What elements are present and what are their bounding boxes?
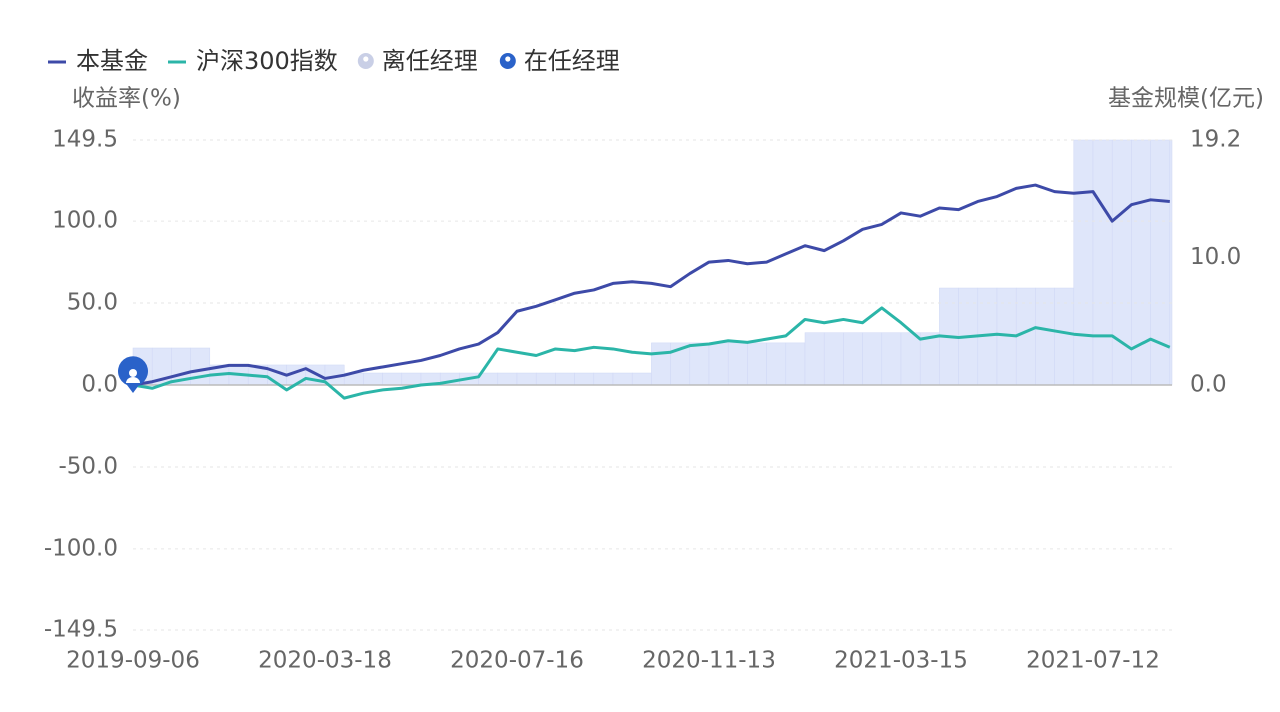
size-bar: [574, 372, 595, 386]
size-bar: [1073, 139, 1094, 386]
size-bar: [612, 372, 633, 386]
manager-pin: [118, 356, 148, 393]
y-tick-label: 149.5: [52, 127, 118, 153]
y-tick-label: -50.0: [58, 453, 118, 479]
size-bar: [535, 372, 556, 386]
size-bar: [593, 372, 614, 386]
x-tick-label: 2019-09-06: [66, 648, 200, 674]
size-bar: [727, 342, 748, 386]
size-bar: [843, 332, 863, 386]
pin-body: [126, 377, 140, 383]
size-bar: [555, 372, 575, 386]
y-tick-label: -149.5: [44, 617, 118, 643]
size-bar: [804, 332, 825, 386]
x-tick-label: 2020-11-13: [642, 648, 776, 674]
y-tick-label: 100.0: [52, 208, 118, 234]
legend-marker-head: [505, 56, 511, 62]
size-bar: [1169, 139, 1173, 386]
y-tick-label: 50.0: [67, 290, 118, 316]
y2-tick-label: 0.0: [1190, 372, 1227, 398]
legend-marker-head: [363, 56, 369, 62]
y-tick-label: 0.0: [81, 372, 118, 398]
size-bar: [689, 342, 710, 386]
line: [132, 183, 1170, 387]
size-bar: [516, 372, 537, 386]
x-tick-label: 2020-03-18: [258, 648, 392, 674]
y-tick-label: -100.0: [44, 535, 118, 561]
size-bar: [747, 342, 767, 386]
size-bar: [631, 372, 652, 386]
size-bar: [862, 332, 883, 386]
y-axis-label: 收益率(%): [72, 86, 181, 112]
y2-tick-label: 10.0: [1190, 244, 1241, 270]
size-bar: [766, 342, 787, 386]
size-bar: [1015, 287, 1036, 386]
legend-label: 本基金: [76, 47, 148, 75]
size-bar: [1092, 139, 1113, 386]
legend-label: 离任经理: [382, 47, 478, 75]
line: [132, 306, 1171, 400]
legend-label: 在任经理: [524, 47, 620, 75]
size-bar: [382, 372, 403, 386]
size-bar: [823, 332, 844, 386]
size-bar: [900, 332, 921, 386]
size-bar: [1150, 139, 1171, 386]
pin-head: [129, 369, 137, 377]
size-bar: [497, 372, 518, 386]
size-bar: [708, 342, 729, 386]
x-tick-label: 2021-07-12: [1026, 648, 1160, 674]
size-bar: [363, 372, 383, 386]
size-bar: [881, 332, 902, 386]
x-tick-label: 2021-03-15: [834, 648, 968, 674]
size-bar: [651, 342, 671, 386]
y2-axis-label: 基金规模(亿元): [1108, 86, 1264, 112]
y2-tick-label: 19.2: [1190, 127, 1241, 153]
legend-label: 沪深300指数: [196, 47, 338, 75]
size-bar: [785, 342, 806, 386]
size-bar: [401, 372, 422, 386]
size-bar: [919, 332, 940, 386]
x-tick-label: 2020-07-16: [450, 648, 584, 674]
